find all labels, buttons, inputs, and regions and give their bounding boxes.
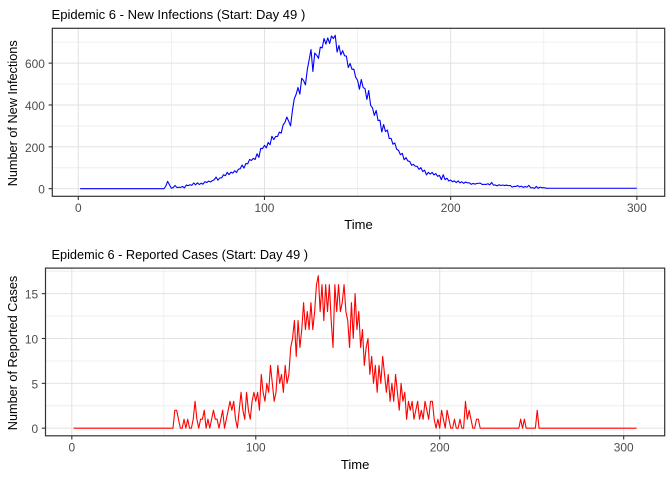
svg-text:0: 0 bbox=[68, 441, 75, 455]
svg-text:300: 300 bbox=[614, 441, 634, 455]
svg-text:Number of Reported Cases: Number of Reported Cases bbox=[6, 276, 20, 430]
svg-text:15: 15 bbox=[25, 288, 39, 302]
svg-text:0: 0 bbox=[75, 201, 82, 215]
svg-text:0: 0 bbox=[31, 422, 38, 436]
svg-text:Epidemic 6 - Reported Cases (S: Epidemic 6 - Reported Cases (Start: Day … bbox=[52, 247, 309, 262]
svg-text:100: 100 bbox=[246, 441, 266, 455]
svg-text:5: 5 bbox=[31, 377, 38, 391]
svg-text:10: 10 bbox=[25, 333, 39, 347]
svg-text:200: 200 bbox=[25, 141, 45, 155]
svg-text:0: 0 bbox=[38, 183, 45, 197]
svg-text:100: 100 bbox=[255, 201, 275, 215]
svg-text:Epidemic 6 - New Infections (S: Epidemic 6 - New Infections (Start: Day … bbox=[52, 7, 306, 22]
svg-text:600: 600 bbox=[25, 57, 45, 71]
svg-text:Time: Time bbox=[341, 457, 369, 472]
svg-text:Time: Time bbox=[344, 217, 372, 232]
svg-text:300: 300 bbox=[627, 201, 647, 215]
svg-text:400: 400 bbox=[25, 99, 45, 113]
svg-text:200: 200 bbox=[441, 201, 461, 215]
svg-text:Number of New Infections: Number of New Infections bbox=[6, 40, 20, 186]
svg-text:200: 200 bbox=[430, 441, 450, 455]
